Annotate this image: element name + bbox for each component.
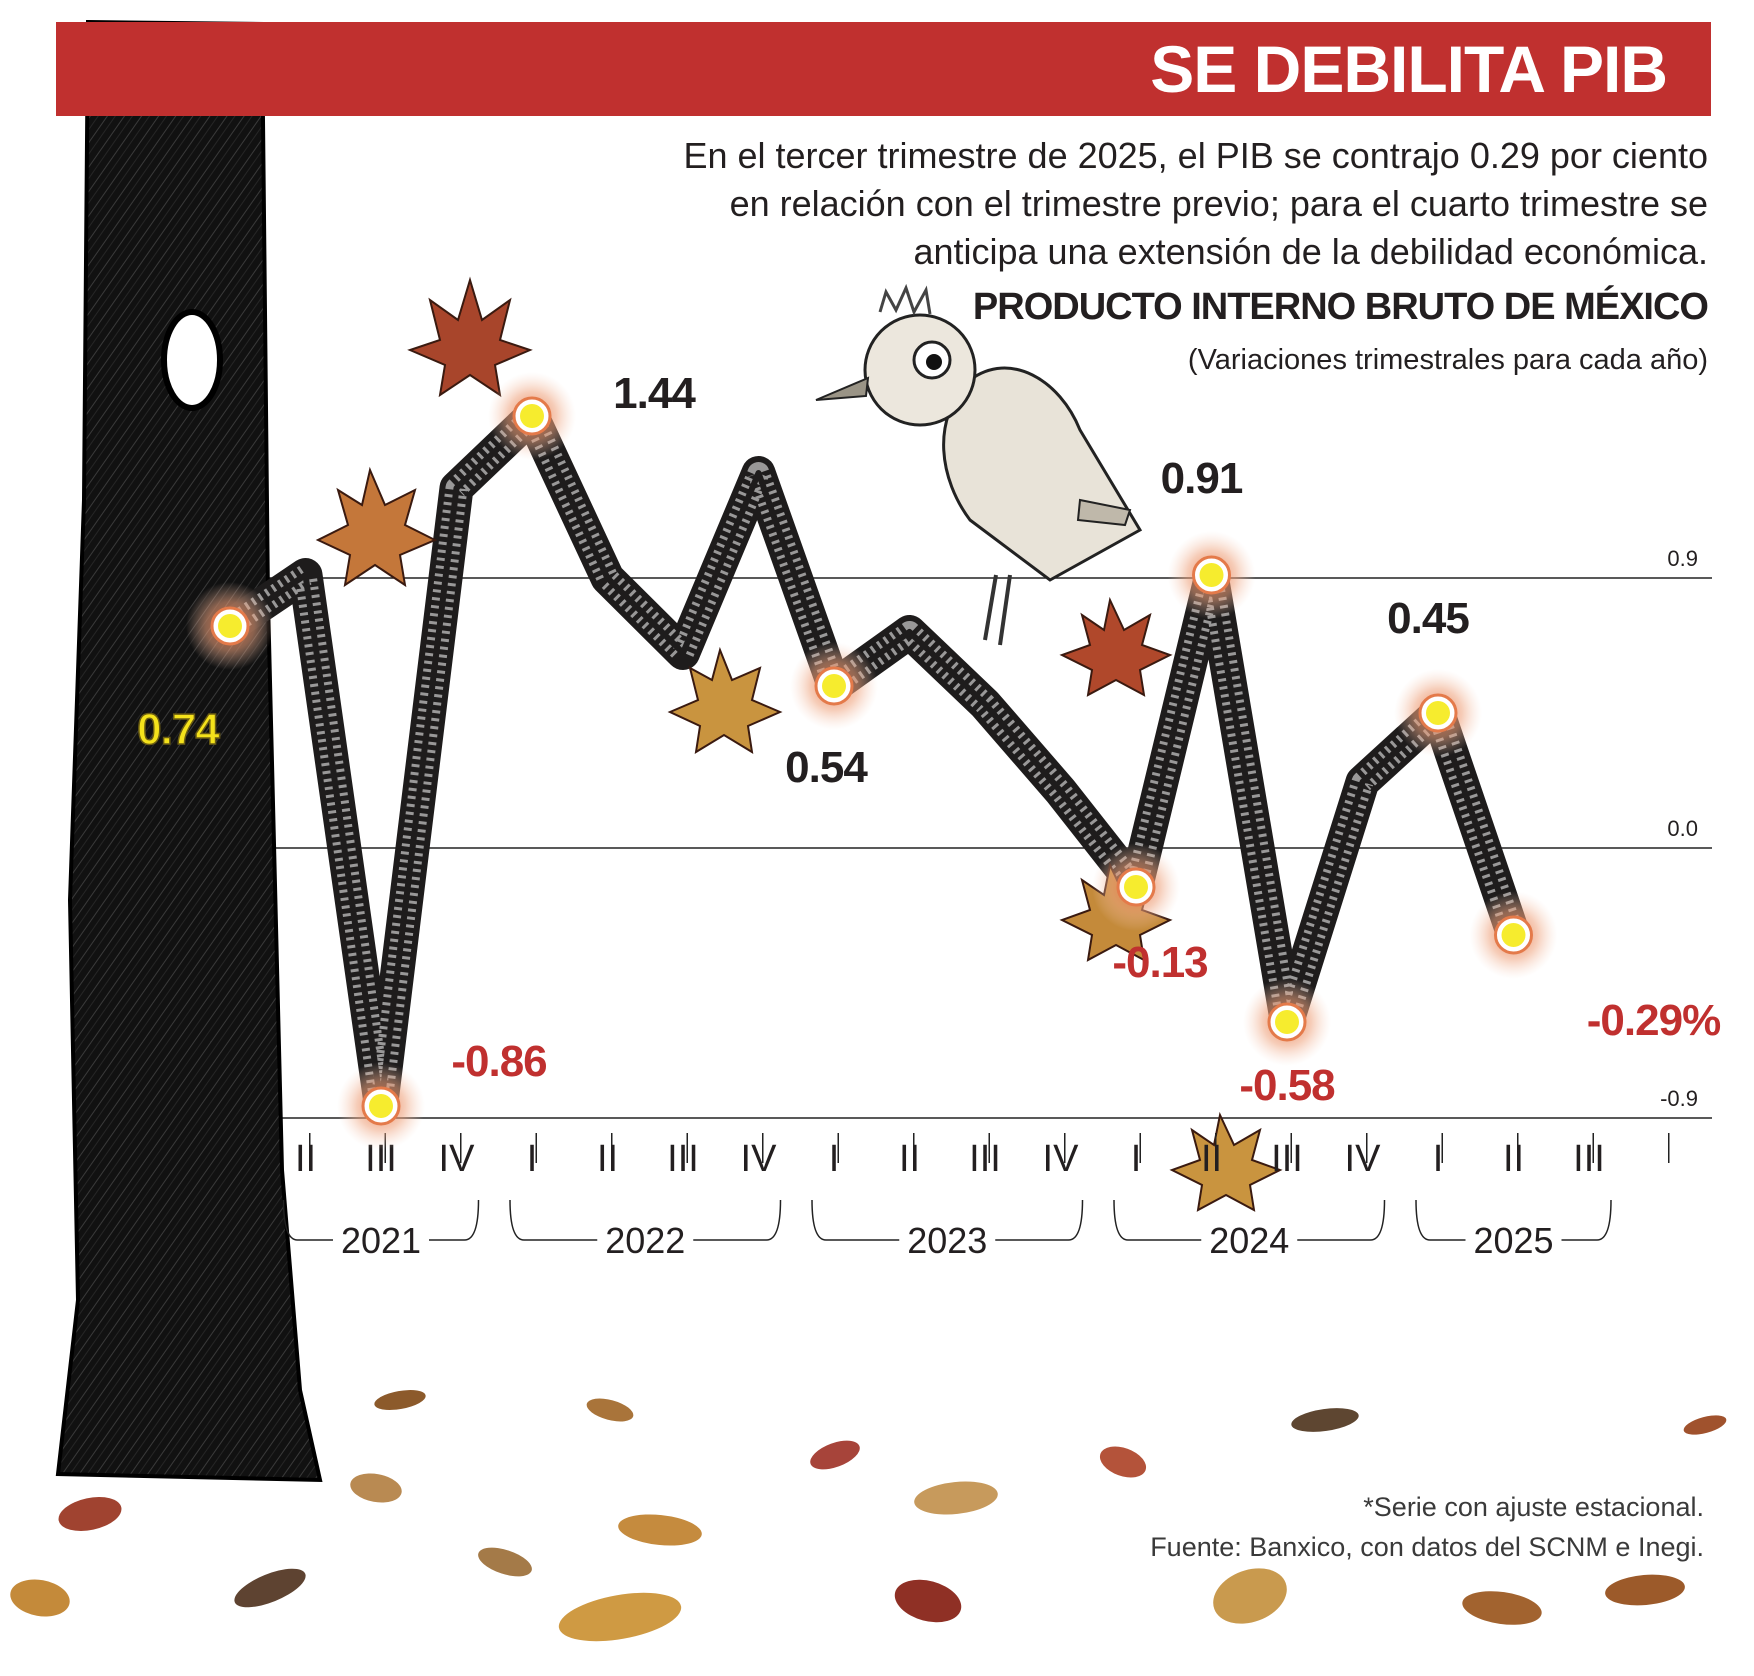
leaf-icon [1605, 1574, 1685, 1606]
tree-trunk [55, 19, 323, 1483]
footnote: *Serie con ajuste estacional. Fuente: Ba… [1150, 1487, 1704, 1567]
quarter-label: III [667, 1138, 699, 1180]
quarter-label: I [1131, 1138, 1142, 1180]
value-label: 0.54 [785, 743, 868, 792]
data-point-2021-I [186, 582, 274, 670]
year-bracket [509, 1199, 782, 1241]
maple-leaf-icon [1169, 1111, 1283, 1212]
quarter-label: II [597, 1138, 618, 1180]
leaf-icon [1213, 1568, 1287, 1624]
maple-leaf-icon [1059, 596, 1173, 697]
quarter-label: I [829, 1138, 840, 1180]
leaf-icon [558, 1592, 682, 1642]
value-label: 0.91 [1161, 454, 1243, 503]
leaf-icon [618, 1514, 702, 1546]
leaf-icon [914, 1481, 998, 1515]
quarter-label: III [1573, 1138, 1605, 1180]
quarter-label: II [1503, 1138, 1524, 1180]
intro-line: en relación con el trimestre previo; par… [729, 183, 1708, 224]
value-label: -0.13 [1112, 938, 1207, 987]
year-label: 2022 [605, 1220, 685, 1261]
quarter-label: IV [439, 1138, 476, 1180]
title-banner: SE DEBILITA PIB [56, 22, 1711, 116]
quarter-label: II [899, 1138, 920, 1180]
data-point-2025-I [1394, 669, 1482, 757]
quarter-label: II [295, 1138, 316, 1180]
data-point-2024-I [1092, 843, 1180, 931]
year-bracket [282, 1199, 480, 1241]
quarter-label: IV [1043, 1138, 1080, 1180]
value-labels: 0.74 -0.86 1.44 0.54 -0.13 0.91 -0.58 0.45 -0.29… [136, 369, 1721, 1110]
y-gridlines: 0.9 0.0 -0.9 [262, 546, 1712, 1119]
maple-leaf-icon [407, 276, 533, 398]
page-title: SE DEBILITA PIB [1150, 32, 1668, 106]
leaf-icon [374, 1390, 426, 1410]
leaf-icon [810, 1440, 860, 1470]
maple-leaf-icon [315, 466, 438, 588]
data-point-2022-I [488, 372, 576, 460]
chart-title: PRODUCTO INTERNO BRUTO DE MÉXICO [972, 286, 1709, 328]
data-markers [186, 372, 1558, 1150]
footnote-series-note: *Serie con ajuste estacional. [1363, 1492, 1704, 1522]
year-label: 2021 [341, 1220, 421, 1261]
value-label: -0.86 [451, 1037, 546, 1086]
data-point-2024-III [1243, 978, 1331, 1066]
y-tick-label: 0.0 [1667, 816, 1698, 841]
leaf-icon [1462, 1591, 1542, 1625]
year-bracket [1113, 1199, 1386, 1241]
value-label: -0.29% [1587, 996, 1720, 1045]
value-label: 0.74 [137, 705, 220, 754]
intro-line: anticipa una extensión de la debilidad e… [913, 231, 1708, 272]
quarter-label: III [969, 1138, 1001, 1180]
quarter-label: IV [741, 1138, 778, 1180]
year-bracket [811, 1199, 1084, 1241]
value-label: -0.58 [1239, 1061, 1335, 1110]
y-tick-label: -0.9 [1660, 1086, 1698, 1111]
leaf-icon [478, 1547, 532, 1577]
leaf-icon [586, 1398, 634, 1422]
leaf-icon [10, 1579, 70, 1617]
year-label: 2024 [1209, 1220, 1289, 1261]
quarter-label: I [1433, 1138, 1444, 1180]
ground-leaves [10, 1390, 1727, 1642]
quarter-label: III [1271, 1138, 1303, 1180]
value-label: 0.45 [1387, 594, 1469, 643]
leaf-icon [350, 1473, 402, 1503]
data-point-2023-I [790, 642, 878, 730]
data-point-2021-III [337, 1062, 425, 1150]
value-label: 1.44 [613, 369, 696, 418]
intro-text: En el tercer trimestre de 2025, el PIB s… [608, 132, 1708, 276]
intro-line: En el tercer trimestre de 2025, el PIB s… [683, 135, 1708, 176]
y-tick-label: 0.9 [1667, 546, 1698, 571]
leaf-icon [234, 1568, 306, 1608]
year-bracket [1415, 1199, 1612, 1241]
quarter-label: IV [1345, 1138, 1382, 1180]
data-point-2024-II [1167, 531, 1256, 619]
quarter-label: I [527, 1138, 538, 1180]
chart-subtitle: (Variaciones trimestrales para cada año) [1187, 344, 1708, 376]
data-point-2025-II [1469, 891, 1558, 979]
leaf-icon [1683, 1415, 1727, 1435]
year-label: 2025 [1473, 1220, 1553, 1261]
footnote-source: Fuente: Banxico, con datos del SCNM e In… [1150, 1532, 1704, 1562]
x-axis: II III IV I II III IV I II III IV I II III IV I II III202… [282, 1133, 1670, 1261]
leaf-icon [58, 1496, 122, 1532]
bird-icon [815, 283, 1143, 646]
quarter-label: II [1201, 1138, 1222, 1180]
trunk-hole [161, 309, 223, 411]
leaf-icon [894, 1579, 962, 1623]
leaf-icon [1291, 1408, 1359, 1432]
leaf-icon [1099, 1446, 1147, 1478]
year-label: 2023 [907, 1220, 987, 1261]
maple-leaf-icon [667, 646, 783, 754]
